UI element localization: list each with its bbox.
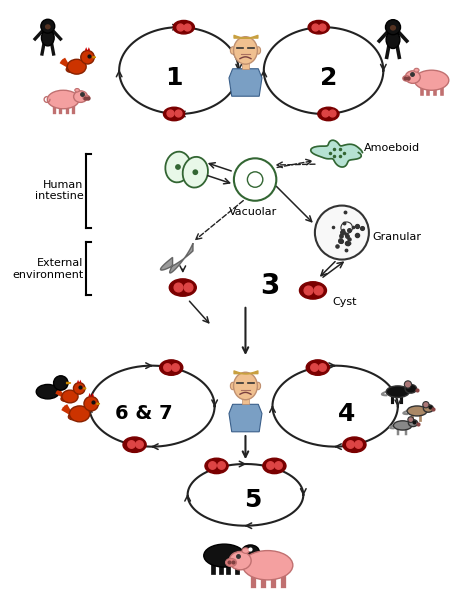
Ellipse shape bbox=[230, 47, 235, 54]
Polygon shape bbox=[97, 403, 100, 405]
Ellipse shape bbox=[243, 551, 293, 580]
Ellipse shape bbox=[234, 37, 257, 64]
Ellipse shape bbox=[67, 59, 86, 74]
Circle shape bbox=[54, 376, 68, 390]
Ellipse shape bbox=[229, 551, 251, 570]
Polygon shape bbox=[88, 393, 94, 396]
Ellipse shape bbox=[263, 458, 286, 474]
Ellipse shape bbox=[300, 281, 327, 299]
Polygon shape bbox=[93, 57, 96, 58]
Ellipse shape bbox=[405, 71, 420, 83]
Ellipse shape bbox=[386, 31, 400, 48]
Ellipse shape bbox=[83, 95, 90, 100]
Text: Granular: Granular bbox=[373, 233, 422, 242]
Ellipse shape bbox=[68, 411, 84, 420]
Ellipse shape bbox=[234, 372, 257, 400]
Ellipse shape bbox=[36, 384, 59, 399]
Ellipse shape bbox=[390, 25, 396, 31]
Ellipse shape bbox=[66, 63, 81, 72]
Circle shape bbox=[73, 382, 85, 394]
Circle shape bbox=[175, 164, 181, 170]
Ellipse shape bbox=[169, 279, 196, 296]
Circle shape bbox=[404, 381, 411, 388]
Ellipse shape bbox=[41, 30, 54, 46]
Text: 6 & 7: 6 & 7 bbox=[115, 404, 173, 423]
Text: 5: 5 bbox=[245, 487, 262, 512]
Circle shape bbox=[81, 51, 94, 64]
Ellipse shape bbox=[173, 21, 194, 34]
Ellipse shape bbox=[409, 420, 418, 426]
Ellipse shape bbox=[386, 386, 410, 397]
Circle shape bbox=[84, 396, 99, 411]
Ellipse shape bbox=[165, 152, 191, 182]
Polygon shape bbox=[242, 399, 249, 404]
Ellipse shape bbox=[414, 70, 449, 90]
Ellipse shape bbox=[241, 545, 259, 560]
Text: 2: 2 bbox=[319, 66, 337, 90]
Ellipse shape bbox=[70, 406, 90, 422]
Circle shape bbox=[423, 402, 429, 408]
Ellipse shape bbox=[242, 548, 249, 553]
Circle shape bbox=[315, 205, 369, 260]
Ellipse shape bbox=[73, 91, 88, 103]
Ellipse shape bbox=[256, 382, 261, 390]
Ellipse shape bbox=[160, 360, 183, 375]
Polygon shape bbox=[77, 380, 82, 382]
Polygon shape bbox=[229, 404, 262, 432]
Ellipse shape bbox=[205, 458, 228, 474]
Ellipse shape bbox=[405, 384, 417, 393]
Ellipse shape bbox=[407, 406, 427, 416]
Ellipse shape bbox=[230, 382, 235, 390]
Text: Vacuolar: Vacuolar bbox=[229, 207, 277, 217]
Circle shape bbox=[385, 20, 401, 34]
Ellipse shape bbox=[62, 390, 78, 403]
Ellipse shape bbox=[123, 437, 146, 452]
Ellipse shape bbox=[45, 24, 51, 30]
Polygon shape bbox=[242, 63, 249, 69]
Ellipse shape bbox=[226, 558, 237, 567]
Circle shape bbox=[408, 417, 414, 423]
Polygon shape bbox=[84, 388, 86, 389]
Ellipse shape bbox=[403, 76, 410, 81]
Polygon shape bbox=[85, 47, 90, 51]
Text: Human
intestine: Human intestine bbox=[35, 180, 83, 201]
Ellipse shape bbox=[61, 394, 73, 402]
Polygon shape bbox=[311, 140, 363, 167]
Polygon shape bbox=[161, 243, 193, 273]
Ellipse shape bbox=[318, 108, 339, 121]
Ellipse shape bbox=[306, 360, 329, 375]
Polygon shape bbox=[229, 69, 262, 96]
Ellipse shape bbox=[414, 68, 419, 72]
Ellipse shape bbox=[47, 90, 79, 109]
Ellipse shape bbox=[204, 544, 245, 567]
Ellipse shape bbox=[182, 157, 208, 188]
Ellipse shape bbox=[343, 437, 366, 452]
Text: 1: 1 bbox=[165, 66, 183, 90]
Ellipse shape bbox=[256, 47, 261, 54]
Text: External
environment: External environment bbox=[12, 258, 83, 280]
Text: Cyst: Cyst bbox=[332, 297, 357, 307]
Ellipse shape bbox=[308, 21, 329, 34]
Text: 4: 4 bbox=[338, 402, 356, 426]
Circle shape bbox=[41, 19, 55, 33]
Ellipse shape bbox=[423, 405, 433, 412]
Text: 3: 3 bbox=[260, 272, 279, 300]
Ellipse shape bbox=[75, 89, 80, 92]
Ellipse shape bbox=[164, 108, 185, 121]
Text: Amoeboid: Amoeboid bbox=[364, 143, 420, 153]
Ellipse shape bbox=[393, 421, 412, 430]
Circle shape bbox=[192, 169, 198, 175]
Polygon shape bbox=[66, 382, 71, 384]
